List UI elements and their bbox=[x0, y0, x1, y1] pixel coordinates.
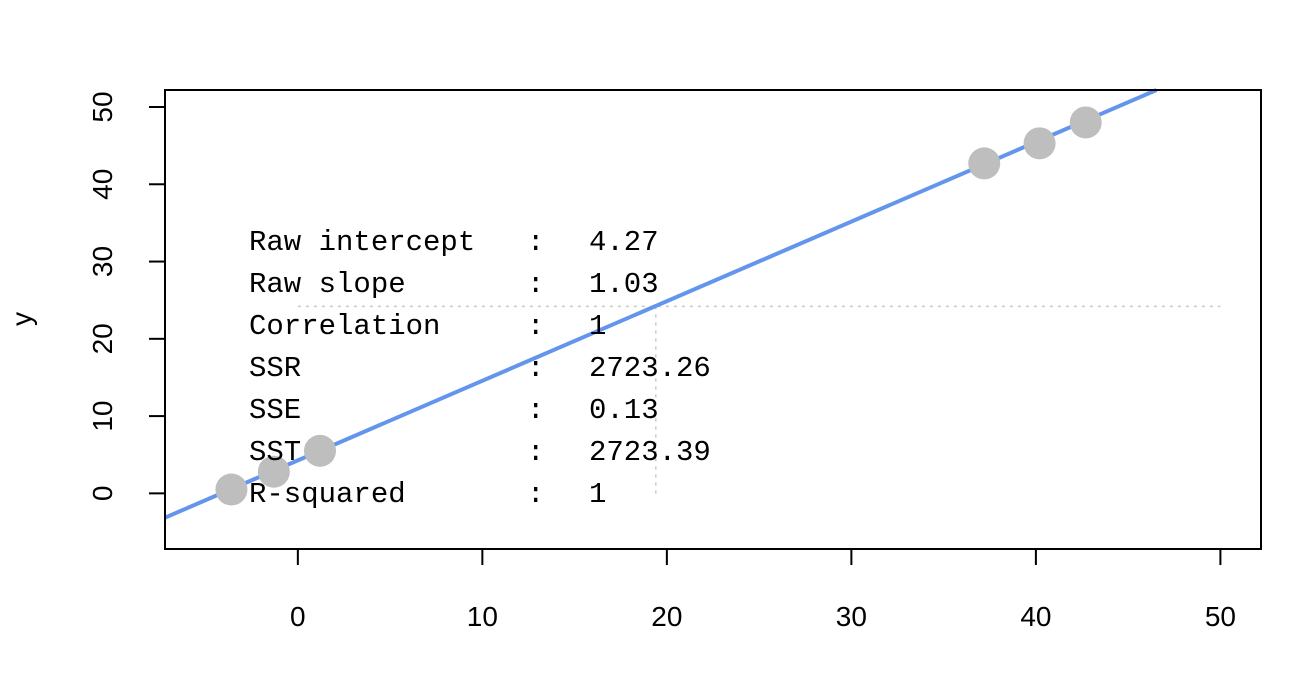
y-tick-label: 30 bbox=[87, 246, 118, 277]
stat-label: SST bbox=[249, 436, 475, 469]
x-axis: 0 10 20 30 40 50 bbox=[290, 548, 1236, 632]
y-tick-label: 50 bbox=[87, 91, 118, 122]
y-tick-label: 10 bbox=[87, 401, 118, 432]
data-point-6 bbox=[1069, 106, 1102, 139]
x-tick-label: 10 bbox=[467, 601, 498, 632]
y-tick-label: 0 bbox=[87, 486, 118, 502]
stat-separator: : bbox=[527, 310, 544, 343]
stat-value: 1.03 bbox=[589, 268, 659, 301]
x-tick-label: 0 bbox=[290, 601, 306, 632]
x-tick-label: 50 bbox=[1205, 601, 1236, 632]
data-point-4 bbox=[968, 147, 1001, 180]
stat-separator: : bbox=[527, 352, 544, 385]
stat-label: SSR bbox=[249, 352, 475, 385]
stat-label: R-squared bbox=[249, 478, 475, 511]
stat-separator: : bbox=[527, 394, 544, 427]
stat-value: 4.27 bbox=[589, 226, 659, 259]
stat-value: 1 bbox=[589, 478, 606, 511]
x-tick-label: 40 bbox=[1020, 601, 1051, 632]
y-axis-title: y bbox=[6, 312, 37, 326]
stat-separator: : bbox=[527, 268, 544, 301]
stat-label: Raw slope bbox=[249, 268, 475, 301]
stat-separator: : bbox=[527, 226, 544, 259]
stat-separator: : bbox=[527, 478, 544, 511]
x-tick-label: 30 bbox=[836, 601, 867, 632]
y-axis: 0 10 20 30 40 50 bbox=[87, 91, 166, 502]
data-point-1 bbox=[215, 473, 248, 506]
mean-guides bbox=[297, 305, 1221, 494]
stat-value: 2723.39 bbox=[589, 436, 711, 469]
data-point-5 bbox=[1023, 127, 1056, 160]
stat-value: 1 bbox=[589, 310, 606, 343]
y-tick-label: 40 bbox=[87, 169, 118, 200]
x-tick-label: 20 bbox=[651, 601, 682, 632]
stat-separator: : bbox=[527, 436, 544, 469]
stat-value: 2723.26 bbox=[589, 352, 711, 385]
points-layer bbox=[215, 106, 1102, 506]
data-point-2 bbox=[257, 455, 290, 488]
stats-panel: Raw intercept: 4.27 Raw slope : 1.03 Correla… bbox=[249, 226, 711, 511]
stat-label: Correlation bbox=[249, 310, 475, 343]
stat-label: Raw intercept bbox=[249, 226, 475, 259]
data-point-3 bbox=[303, 434, 336, 467]
stat-label: SSE bbox=[249, 394, 475, 427]
y-tick-label: 20 bbox=[87, 323, 118, 354]
stat-value: 0.13 bbox=[589, 394, 659, 427]
